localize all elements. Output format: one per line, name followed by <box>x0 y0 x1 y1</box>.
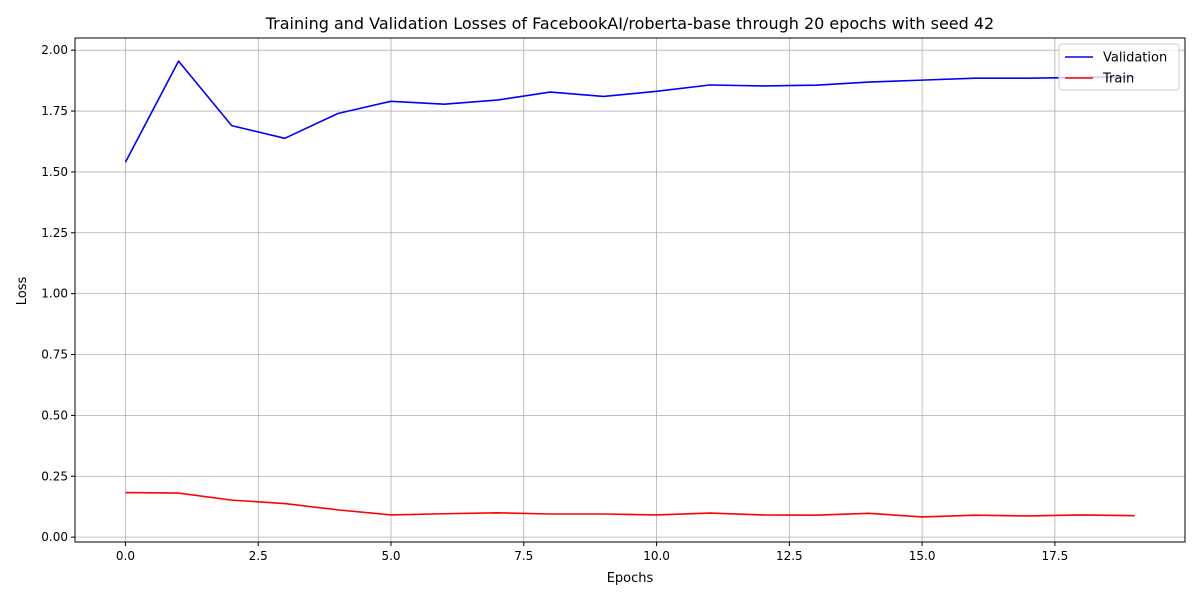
series-lines <box>124 60 1135 518</box>
series-line-validation <box>124 60 1135 163</box>
legend-label: Train <box>1102 72 1134 87</box>
axis-ticks: 0.0 2.5 5.0 7.5 10.0 12.5 15.0 17.5 0.00 0.25 0.50… <box>41 43 1068 563</box>
y-tick-label: 0.00 <box>41 530 68 544</box>
y-tick-label: 1.75 <box>41 104 68 118</box>
y-tick-label: 2.00 <box>41 43 68 57</box>
x-tick-label: 15.0 <box>909 549 936 563</box>
legend-label: Validation <box>1103 51 1167 66</box>
x-tick-label: 0.0 <box>116 549 135 563</box>
grid-lines <box>75 38 1185 542</box>
x-tick-label: 2.5 <box>249 549 268 563</box>
x-tick-label: 7.5 <box>514 549 533 563</box>
y-tick-label: 0.50 <box>41 408 68 422</box>
legend: Validation Train <box>1058 43 1180 91</box>
y-tick-label: 0.75 <box>41 348 68 362</box>
y-tick-label: 0.25 <box>41 469 68 483</box>
y-axis-label: Loss <box>15 277 30 306</box>
y-tick-label: 1.50 <box>41 165 68 179</box>
chart-title: Training and Validation Losses of Facebo… <box>265 14 994 33</box>
x-tick-label: 17.5 <box>1042 549 1069 563</box>
y-tick-label: 1.25 <box>41 226 68 240</box>
x-axis-label: Epochs <box>607 571 654 586</box>
x-tick-label: 5.0 <box>381 549 400 563</box>
series-line-train <box>125 491 1135 518</box>
y-tick-label: 1.00 <box>41 287 68 301</box>
x-tick-label: 12.5 <box>776 549 803 563</box>
x-tick-label: 10.0 <box>643 549 670 563</box>
plot-frame <box>74 37 1186 543</box>
